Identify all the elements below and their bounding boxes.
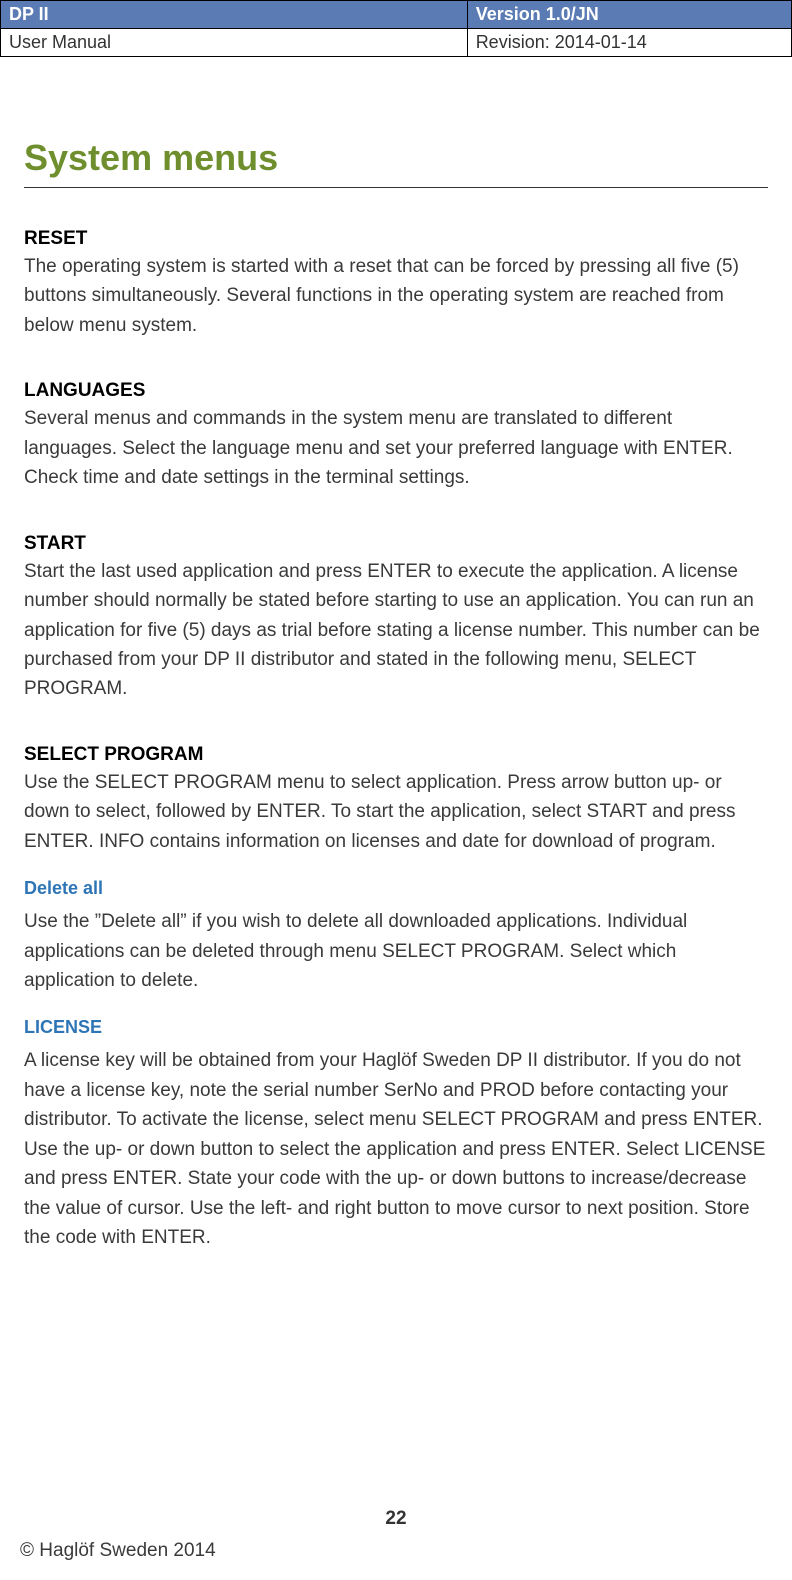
section-heading: LANGUAGES: [24, 380, 768, 402]
section-heading: RESET: [24, 228, 768, 250]
subsection-delete-all: Delete all Use the ”Delete all” if you w…: [24, 878, 768, 995]
subsection-body: A license key will be obtained from your…: [24, 1046, 768, 1252]
subsection-heading: LICENSE: [24, 1017, 768, 1038]
section-body: The operating system is started with a r…: [24, 252, 768, 340]
document-header-table: DP II Version 1.0/JN User Manual Revisio…: [0, 0, 792, 57]
subsection-license: LICENSE A license key will be obtained f…: [24, 1017, 768, 1252]
header-revision: Revision: 2014-01-14: [467, 29, 791, 57]
section-heading: START: [24, 533, 768, 555]
page-title: System menus: [24, 137, 768, 188]
header-version: Version 1.0/JN: [467, 1, 791, 29]
footer-copyright: © Haglöf Sweden 2014: [20, 1540, 216, 1562]
section-body: Several menus and commands in the system…: [24, 404, 768, 492]
subsection-body: Use the ”Delete all” if you wish to dele…: [24, 907, 768, 995]
section-reset: RESET The operating system is started wi…: [24, 228, 768, 340]
section-start: START Start the last used application an…: [24, 533, 768, 704]
section-body: Start the last used application and pres…: [24, 557, 768, 704]
section-languages: LANGUAGES Several menus and commands in …: [24, 380, 768, 492]
section-select-program: SELECT PROGRAM Use the SELECT PROGRAM me…: [24, 744, 768, 856]
section-heading: SELECT PROGRAM: [24, 744, 768, 766]
page-number: 22: [0, 1508, 792, 1530]
header-product: DP II: [1, 1, 468, 29]
subsection-heading: Delete all: [24, 878, 768, 899]
section-body: Use the SELECT PROGRAM menu to select ap…: [24, 768, 768, 856]
header-doctype: User Manual: [1, 29, 468, 57]
document-content: System menus RESET The operating system …: [0, 137, 792, 1253]
